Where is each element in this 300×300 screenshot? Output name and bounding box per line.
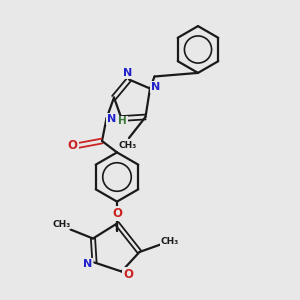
Text: N: N [83,259,92,269]
Text: O: O [68,139,78,152]
Text: O: O [112,207,122,220]
Text: H: H [118,116,127,127]
Text: N: N [107,114,116,124]
Text: N: N [152,82,160,92]
Text: CH₃: CH₃ [160,237,178,246]
Text: O: O [123,268,133,281]
Text: N: N [123,68,132,78]
Text: CH₃: CH₃ [118,141,136,150]
Text: CH₃: CH₃ [52,220,70,229]
